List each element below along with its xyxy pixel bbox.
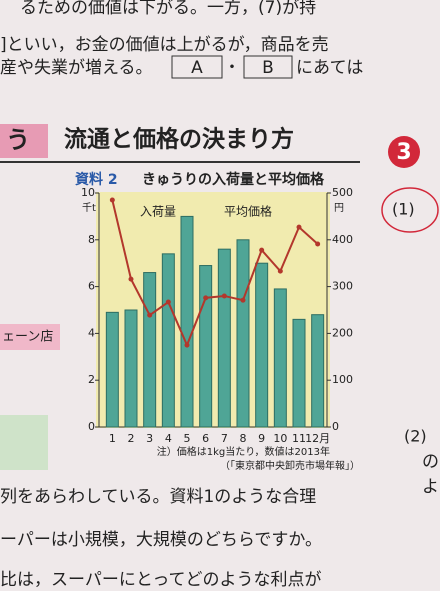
- bar: [143, 272, 157, 428]
- box-label: B: [262, 58, 274, 78]
- body-line: ]といい，お金の価値は上がるが，商品を売: [0, 35, 329, 55]
- price-point: [259, 247, 265, 253]
- legend-label: 入荷量: [140, 205, 176, 219]
- price-point: [128, 276, 134, 282]
- heading: 流通と価格の決まり方: [64, 126, 294, 153]
- body-line: 産や失業が増える。: [0, 58, 153, 78]
- section-mark: う: [6, 126, 30, 154]
- x-tick-label: 5: [184, 432, 191, 445]
- y-tick-label: 6: [88, 280, 95, 293]
- y2-tick-label: 500: [332, 186, 353, 199]
- side-char: の: [422, 452, 439, 472]
- price-point: [147, 312, 153, 318]
- vegetable-illustration: [0, 415, 48, 470]
- bar: [273, 288, 287, 428]
- bar: [236, 239, 250, 428]
- y-tick-label: 8: [88, 233, 95, 246]
- chart-title: きゅうりの入荷量と平均価格: [142, 171, 325, 188]
- price-line: [111, 199, 319, 348]
- body-line: 比は，スーパーにとってどのような利点が: [0, 570, 321, 587]
- y2-tick-label: 400: [332, 233, 353, 246]
- bar: [255, 262, 269, 428]
- x-tick-label: 12月: [305, 432, 330, 445]
- separator: ・: [224, 58, 241, 78]
- bar: [124, 309, 138, 428]
- price-point: [184, 342, 190, 348]
- x-tick-label: 2: [128, 432, 135, 445]
- x-tick-label: 3: [146, 432, 153, 445]
- bar: [199, 265, 213, 428]
- price-point: [277, 268, 283, 274]
- bar: [292, 318, 306, 428]
- x-tick-label: 10: [273, 432, 287, 445]
- y-axis-label: 千t: [82, 202, 96, 214]
- y2-tick-label: 100: [332, 373, 353, 386]
- bar: [105, 311, 119, 428]
- note: 注）価格は1kg当たり，数値は2013年: [157, 445, 330, 458]
- x-tick-label: 6: [202, 432, 209, 445]
- side-char: よ: [422, 477, 439, 497]
- y-tick-label: 10: [81, 186, 95, 199]
- price-point: [315, 241, 321, 247]
- x-tick-label: 9: [258, 432, 265, 445]
- price-point: [203, 295, 209, 301]
- body-line: るための価値は下がる。一方，(7)が持: [20, 0, 316, 18]
- question: (2): [404, 427, 427, 446]
- side-box: [0, 324, 60, 350]
- price-point: [221, 293, 227, 299]
- chart-label: 資料 2: [75, 171, 118, 188]
- x-tick-label: 11: [292, 432, 306, 445]
- number-badge: [388, 136, 420, 168]
- price-point: [296, 224, 302, 230]
- bar: [311, 314, 325, 428]
- x-tick-label: 7: [221, 432, 228, 445]
- section-tab: [0, 124, 48, 158]
- box-label: A: [191, 58, 203, 78]
- y2-tick-label: 0: [332, 420, 339, 433]
- section-number: 3: [396, 140, 411, 165]
- answer-box: [171, 55, 223, 79]
- y-tick-label: 4: [88, 326, 95, 339]
- question: (1): [392, 200, 415, 219]
- bar: [217, 248, 231, 428]
- answer-box: [243, 55, 293, 79]
- x-tick-label: 8: [240, 432, 247, 445]
- y2-tick-label: 200: [332, 326, 353, 339]
- y2-axis-label: 円: [334, 203, 344, 214]
- body-line: ーパーは小規模，大規模のどちらですか。: [0, 530, 322, 550]
- x-tick-label: 4: [165, 432, 172, 445]
- circle-mark: [381, 187, 439, 233]
- price-point: [240, 297, 246, 303]
- side-box-text: ェーン店: [2, 330, 53, 345]
- bar: [161, 253, 175, 428]
- body-line: にあては: [296, 58, 363, 78]
- y-tick-label: 2: [88, 373, 95, 386]
- price-point: [165, 299, 171, 305]
- y2-tick-label: 300: [332, 280, 353, 293]
- bar: [180, 215, 194, 428]
- body-line: 列をあらわしている。資料1のような合理: [0, 487, 316, 507]
- x-tick-label: 1: [109, 432, 116, 445]
- price-point: [109, 197, 115, 203]
- note: （「東京都中央卸売市場年報」）: [220, 459, 360, 472]
- y-tick-label: 0: [88, 420, 95, 433]
- legend-label: 平均価格: [224, 204, 272, 219]
